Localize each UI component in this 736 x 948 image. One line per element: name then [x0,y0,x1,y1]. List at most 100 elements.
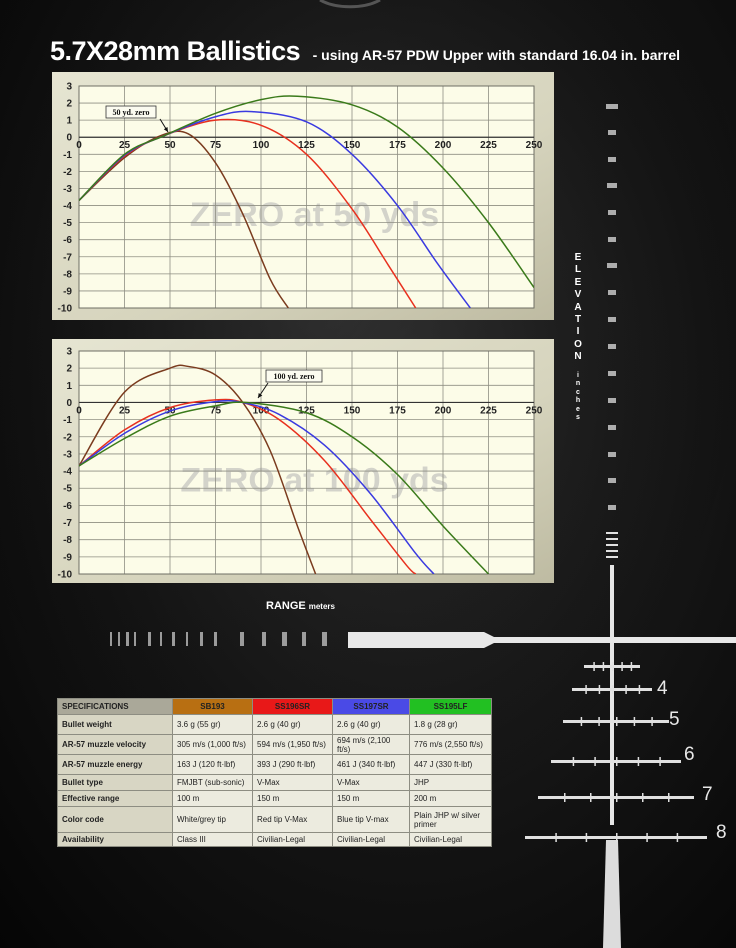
table-cell: Red tip V-Max [252,806,333,833]
reticle-holdover-tick [580,717,583,726]
reticle-dash [608,290,616,295]
reticle-dash [608,210,616,215]
table-cell: Civilian-Legal [409,832,492,847]
x-tick-label: 150 [344,405,361,416]
reticle-holdover-tick [668,793,670,802]
reticle-holdover-tick [598,717,600,726]
reticle-dash [608,398,616,403]
x-tick-label: 125 [298,140,315,151]
table-cell: 776 m/s (2,550 ft/s) [409,734,492,755]
table-row: Effective range 100 m 150 m 150 m 200 m [57,790,492,807]
reticle-holdover-tick [676,833,679,842]
reticle-holdover-tick [612,662,614,671]
reticle-holdover-tick [638,685,641,694]
table-cell: 163 J (120 ft·lbf) [172,754,253,775]
series-line-sb193 [79,130,289,308]
reticle-dash [608,371,616,376]
y-tick-label: -10 [58,570,73,581]
table-cell: 100 m [172,790,253,807]
table-cell: 150 m [332,790,410,807]
y-tick-label: -6 [63,235,72,246]
reticle-tick [186,632,188,646]
reticle-tick [200,632,203,646]
x-tick-label: 250 [526,140,543,151]
watermark-text: ZERO at 100 yds [180,462,448,500]
table-cell: 305 m/s (1,000 ft/s) [172,734,253,755]
x-tick-label: 200 [435,405,452,416]
table-cell: FMJBT (sub-sonic) [172,774,253,791]
reticle-dash [606,550,618,552]
reticle-dash [606,544,618,546]
table-row: AR-57 muzzle velocity 305 m/s (1,000 ft/s… [57,734,492,755]
reticle-horizontal-bar [348,632,736,648]
x-tick-label: 25 [119,140,131,151]
reticle-number-8: 8 [716,822,727,843]
reticle-dash [606,538,618,540]
reticle-dash [606,556,618,558]
series-line-ss196sr [79,398,417,574]
reticle-holdover-tick [593,662,595,671]
range-label-text: RANGE [266,600,306,612]
reticle-holdover-tick [642,793,644,802]
page-title: 5.7X28mm Ballistics [50,36,301,66]
y-tick-label: -3 [63,184,72,195]
table-row-header: AR-57 muzzle velocity [57,734,173,755]
x-tick-label: 0 [76,405,82,416]
reticle-holdover-tick [621,662,623,671]
reticle-number-7: 7 [702,784,713,805]
reticle-holdover-tick [616,833,618,842]
reticle-holdover-tick [630,662,633,671]
specifications-table: SPECIFICATIONS SB193 SS196SR SS197SR SS1… [57,698,492,847]
reticle-tick [148,632,151,646]
x-tick-label: 100 [253,140,270,151]
y-tick-label: 3 [66,347,72,358]
table-row-header: AR-57 muzzle energy [57,754,173,775]
x-tick-label: 250 [526,405,543,416]
reticle-holdover-tick [564,793,566,802]
x-tick-label: 0 [76,140,82,151]
reticle-tick [126,632,129,646]
reticle-number-5: 5 [669,709,680,730]
table-cell: Blue tip V-max [332,806,410,833]
table-header-ss195lf: SS195LF [409,698,492,715]
reticle-tick [110,632,112,646]
chart-zero-50: ZERO at 50 yds 3 2 1 0 -1 -2 -3 -4 -5 -6 -7 -8 -9 -10 0… [52,72,554,325]
reticle-holdover-tick [616,717,618,726]
x-tick-label: 225 [480,140,497,151]
y-tick-label: -3 [63,449,72,460]
y-tick-label: 1 [66,381,72,392]
table-cell: Class III [172,832,253,847]
reticle-tick [302,632,306,646]
y-tick-label: -8 [63,269,72,280]
reticle-tick [160,632,162,646]
y-tick-label: -4 [63,201,72,212]
reticle-tick [134,632,136,646]
y-tick-label: -1 [63,150,72,161]
y-tick-label: 1 [66,116,72,127]
annotation-text: 50 yd. zero [113,108,150,117]
reticle-tick [214,632,217,646]
series-line-ss195lf [79,95,534,288]
y-tick-label: -2 [63,432,72,443]
reticle-holdover-tick [594,757,596,766]
y-tick-label: 2 [66,364,72,375]
table-row-header: Color code [57,806,173,833]
reticle-number-6: 6 [684,744,695,765]
reticle-tick [322,632,327,646]
reticle-tick [240,632,244,646]
reticle-dash [608,452,616,457]
y-tick-label: -6 [63,501,72,512]
reticle-bottom-post [603,840,621,948]
table-row: AR-57 muzzle energy 163 J (120 ft·lbf) 393… [57,754,492,775]
table-header-cell: SPECIFICATIONS [57,698,173,715]
reticle-dash [607,183,617,188]
table-header-sb193: SB193 [172,698,253,715]
x-tick-label: 225 [480,405,497,416]
table-cell: V-Max [332,774,410,791]
reticle-dash [608,344,616,349]
annotation-box [265,369,323,383]
x-tick-label: 200 [435,140,452,151]
chart-100yd-svg: ZERO at 100 yds 3 2 1 0 -1 -2 -3 -4 -5 -6 -7 -8 -9 -10… [52,339,554,583]
reticle-dash [608,317,616,322]
